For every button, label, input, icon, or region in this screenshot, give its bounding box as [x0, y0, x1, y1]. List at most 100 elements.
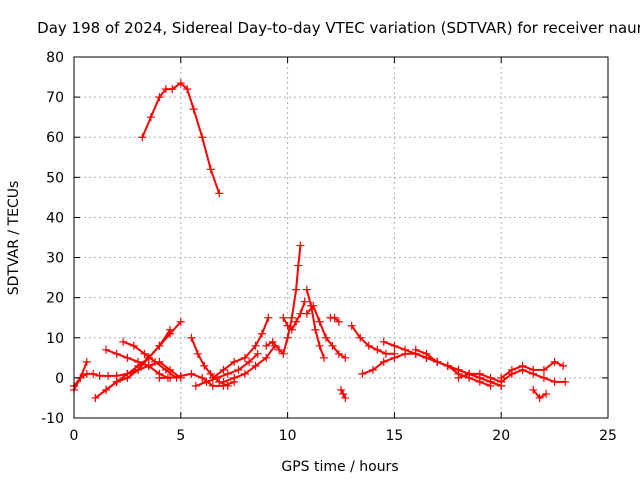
data-point — [529, 385, 538, 394]
data-point — [315, 317, 324, 326]
data-point — [364, 341, 373, 350]
data-point — [140, 349, 149, 358]
data-point — [82, 357, 91, 366]
series-arc-9 — [187, 333, 232, 390]
data-point — [102, 345, 111, 354]
data-point — [183, 85, 192, 94]
data-point — [123, 373, 132, 382]
series-arc-13 — [262, 241, 305, 358]
x-tick-label: 5 — [176, 428, 185, 444]
data-point — [379, 337, 388, 346]
data-point — [454, 365, 463, 374]
data-point — [144, 361, 153, 370]
y-tick-label: 20 — [46, 291, 64, 307]
series-trace — [122, 340, 178, 379]
data-point — [287, 313, 296, 322]
series-arc-15 — [302, 285, 328, 362]
y-tick-label: 50 — [46, 170, 64, 186]
data-point — [262, 341, 271, 350]
data-point — [411, 345, 420, 354]
data-point — [302, 285, 311, 294]
data-point — [95, 371, 104, 380]
x-tick-label: 0 — [70, 428, 79, 444]
data-point — [319, 353, 328, 362]
x-tick-label: 15 — [385, 428, 403, 444]
data-point — [206, 165, 215, 174]
data-point — [309, 301, 318, 310]
data-point — [390, 353, 399, 362]
data-point — [369, 365, 378, 374]
x-tick-label: 10 — [279, 428, 297, 444]
data-point — [287, 325, 296, 334]
data-point — [529, 365, 538, 374]
data-point — [155, 373, 164, 382]
data-point — [223, 369, 232, 378]
data-series — [70, 79, 570, 402]
x-tick-label: 25 — [599, 428, 617, 444]
data-point — [191, 381, 200, 390]
data-point — [240, 353, 249, 362]
x-tick-label: 20 — [492, 428, 510, 444]
series-arc-19 — [347, 321, 399, 358]
y-tick-label: 60 — [46, 130, 64, 146]
data-point — [151, 357, 160, 366]
data-point — [315, 341, 324, 350]
plot-frame — [73, 56, 609, 419]
data-point — [230, 357, 239, 366]
data-point — [334, 317, 343, 326]
data-point — [264, 313, 273, 322]
data-point — [129, 341, 138, 350]
data-point — [253, 349, 262, 358]
data-point — [381, 349, 390, 358]
series-arc-6 — [119, 337, 181, 382]
data-point — [334, 349, 343, 358]
y-tick-label: 30 — [46, 251, 64, 267]
data-point — [245, 357, 254, 366]
series-trace — [282, 300, 306, 331]
series-trace — [190, 336, 229, 387]
data-point — [422, 349, 431, 358]
series-arc-26 — [529, 385, 551, 402]
data-point — [187, 369, 196, 378]
data-point — [535, 393, 544, 402]
chart-title: Day 198 of 2024, Sidereal Day-to-day VTE… — [37, 19, 640, 37]
data-point — [161, 365, 170, 374]
data-point — [292, 285, 301, 294]
data-point — [240, 369, 249, 378]
data-point — [539, 365, 548, 374]
data-point — [356, 333, 365, 342]
data-point — [433, 357, 442, 366]
y-tick-label: 80 — [46, 50, 64, 66]
data-point — [486, 373, 495, 382]
series-arc-16 — [302, 301, 350, 362]
data-point — [443, 361, 452, 370]
data-point — [134, 357, 143, 366]
data-point — [507, 365, 516, 374]
data-point — [358, 369, 367, 378]
data-point — [119, 337, 128, 346]
data-point — [465, 369, 474, 378]
data-point — [219, 377, 228, 386]
data-point — [168, 85, 177, 94]
data-point — [302, 309, 311, 318]
series-arc-18 — [337, 385, 350, 402]
data-point — [155, 93, 164, 102]
data-point — [311, 325, 320, 334]
data-point — [561, 377, 570, 386]
data-point — [542, 389, 551, 398]
data-point — [550, 357, 559, 366]
data-point — [146, 113, 155, 122]
data-point — [283, 333, 292, 342]
data-point — [223, 381, 232, 390]
data-point — [262, 353, 271, 362]
data-point — [89, 369, 98, 378]
data-point — [296, 241, 305, 250]
data-point — [539, 373, 548, 382]
data-point — [559, 361, 568, 370]
data-point — [198, 133, 207, 142]
series-arc-12 — [219, 341, 279, 386]
data-point — [518, 361, 527, 370]
data-point — [401, 345, 410, 354]
data-point — [550, 377, 559, 386]
data-point — [257, 329, 266, 338]
